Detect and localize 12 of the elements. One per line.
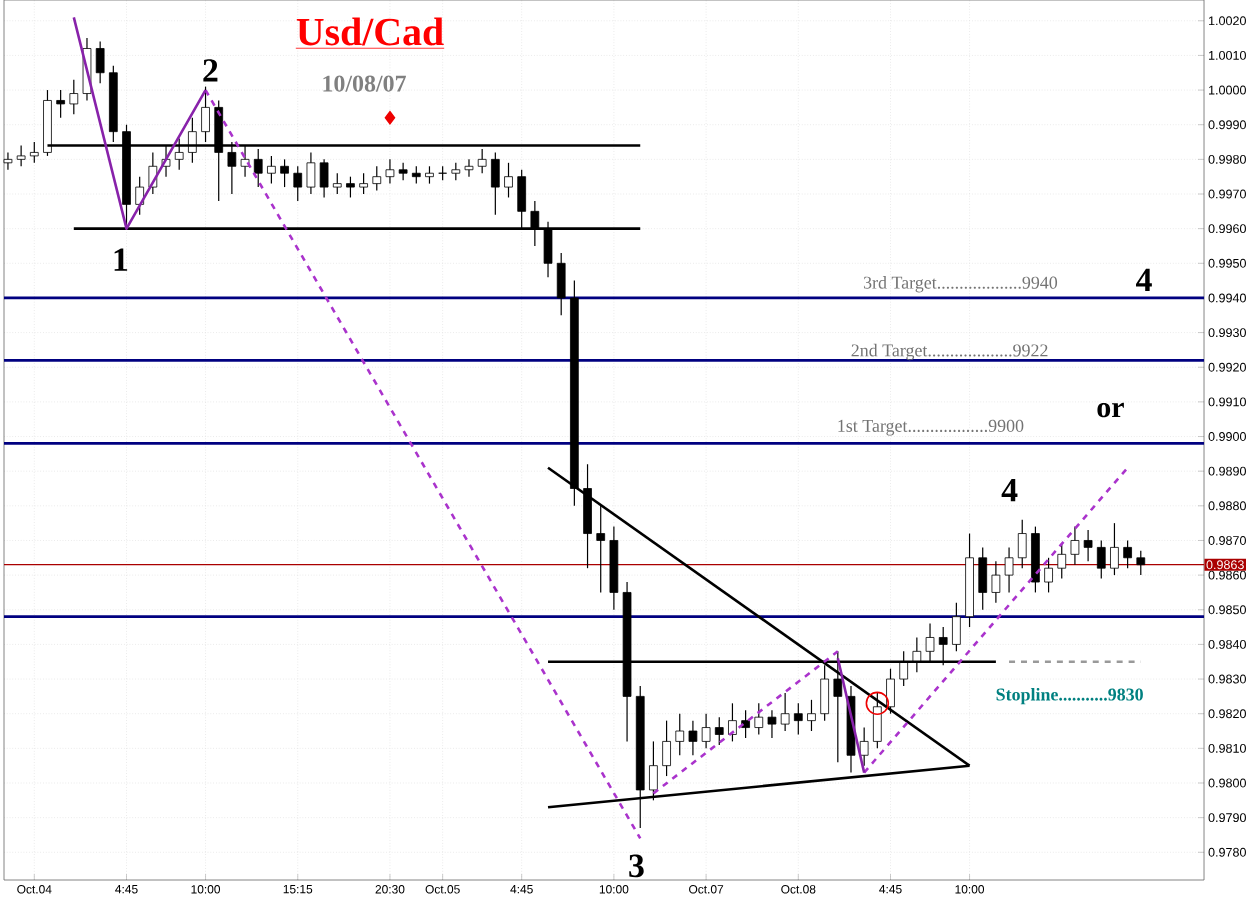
annotation: 3 [629,854,644,878]
annotation: or [1097,402,1124,418]
annotation: 2 [203,59,218,82]
annotation: 3rd Target...................9940 [863,276,1058,293]
annotation: 4 [1136,268,1152,291]
chart-title: Usd/Cad [296,17,444,46]
annotation: 2nd Target...................9922 [851,343,1048,361]
text: 10/08/07 [323,75,406,92]
annotation: 4 [1001,479,1018,502]
annotation: 1 [114,248,128,271]
annotation: 1st Target..................9900 [838,419,1024,436]
annotation: Stopline...........9830 [996,687,1143,705]
